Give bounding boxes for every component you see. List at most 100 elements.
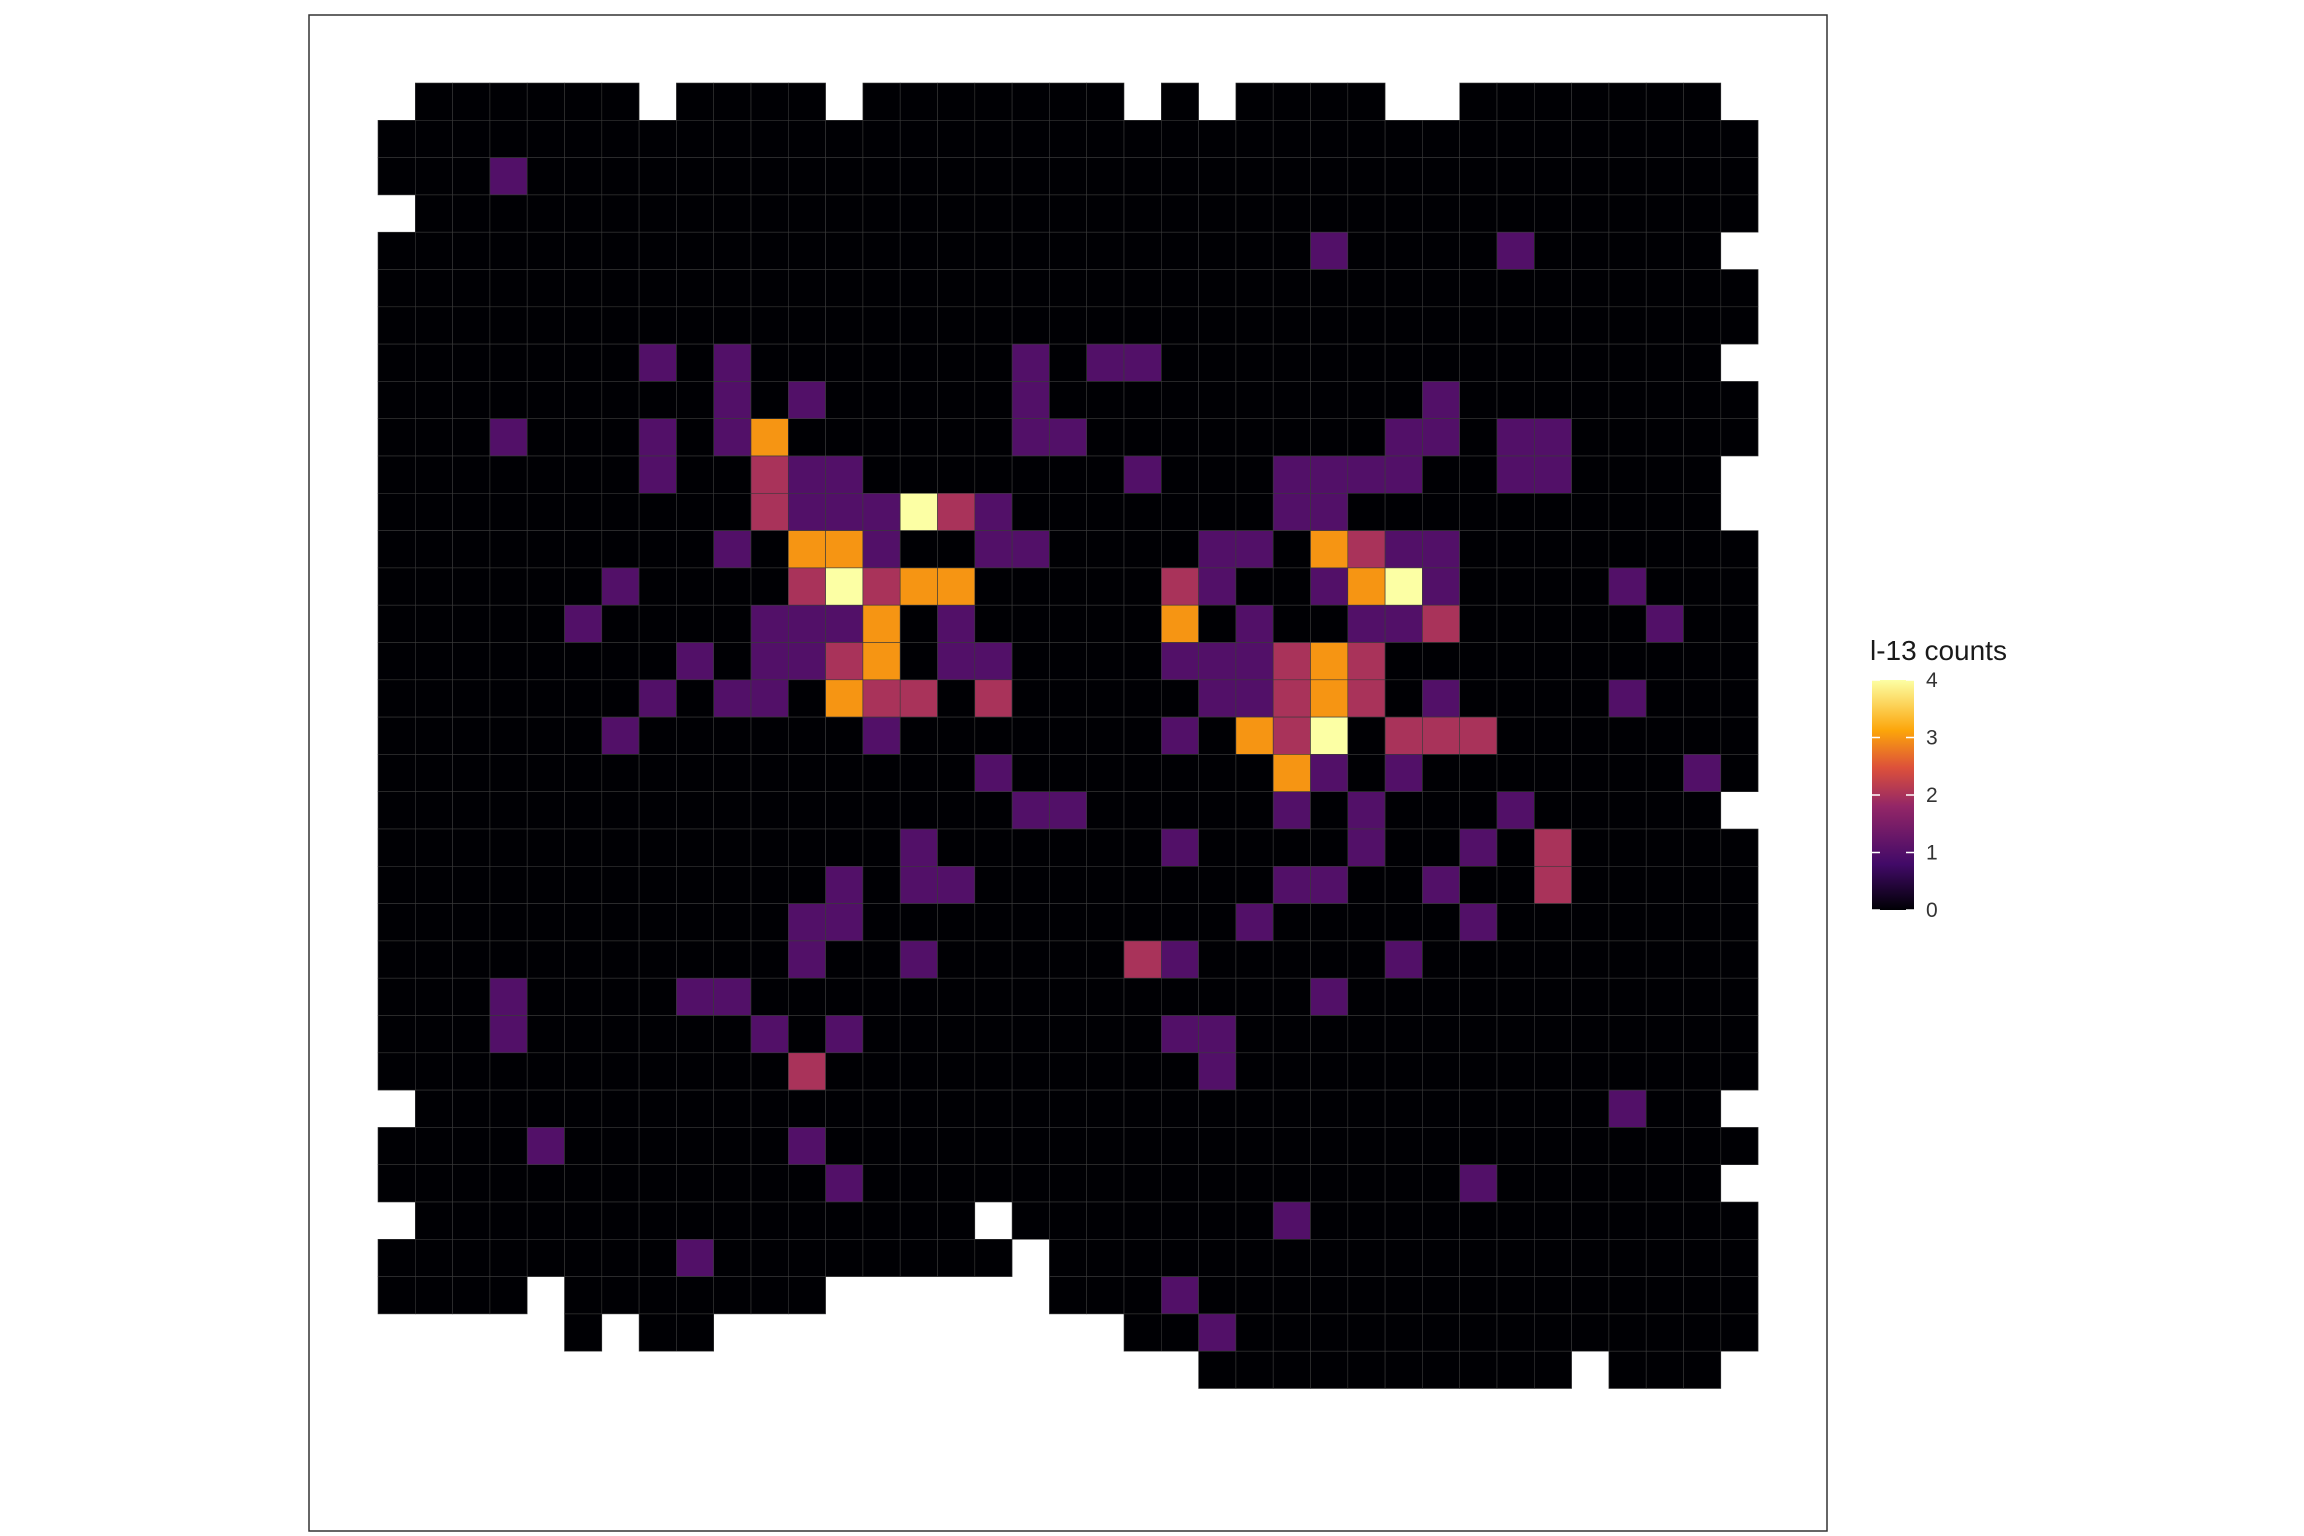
heatmap-cell (1086, 381, 1125, 419)
heatmap-cell (750, 1164, 789, 1203)
heatmap-cell (1571, 231, 1610, 270)
heatmap-cell (862, 754, 901, 793)
heatmap-cell (1534, 120, 1572, 158)
heatmap-cell (937, 865, 976, 904)
heatmap-cell (1272, 567, 1311, 606)
heatmap-cell (1720, 828, 1759, 867)
heatmap-cell (676, 1052, 715, 1091)
heatmap-cell (937, 418, 976, 457)
legend: l-13 counts 0 1 2 3 4 (1870, 635, 2007, 922)
heatmap-cell (1534, 343, 1572, 382)
heatmap-cell (750, 82, 789, 121)
heatmap-cell (1422, 492, 1461, 531)
heatmap-cell (937, 455, 976, 494)
heatmap-cell (825, 1164, 864, 1203)
heatmap-cell (414, 194, 453, 233)
heatmap-cell (1011, 530, 1050, 569)
heatmap-cell (1347, 82, 1386, 121)
heatmap-cell (1720, 381, 1759, 419)
heatmap-cell (1049, 903, 1088, 942)
heatmap-cell (1608, 865, 1647, 904)
heatmap-cell (377, 120, 416, 158)
heatmap-cell (489, 231, 528, 270)
heatmap-cell (825, 120, 864, 158)
heatmap-cell (452, 940, 491, 979)
heatmap-cell (1011, 1201, 1050, 1240)
heatmap-cell (452, 492, 491, 531)
heatmap-cell (564, 269, 603, 308)
heatmap-cell (862, 381, 901, 419)
heatmap-cell (974, 679, 1013, 718)
heatmap-cell (601, 791, 640, 830)
heatmap-cell (1608, 940, 1647, 979)
heatmap-cell (1272, 791, 1311, 830)
heatmap-cell (974, 604, 1013, 643)
heatmap-cell (1683, 82, 1722, 121)
heatmap-cell (1123, 418, 1162, 457)
heatmap-cell (899, 418, 938, 457)
heatmap-cell (452, 977, 491, 1016)
heatmap-cell (1496, 1015, 1535, 1054)
heatmap-cell (1608, 1239, 1647, 1277)
heatmap-cell (1347, 194, 1386, 233)
heatmap-cell (787, 1052, 826, 1091)
heatmap-cell (1571, 977, 1610, 1016)
heatmap-cell (1459, 381, 1498, 419)
heatmap-cell (1384, 1350, 1423, 1389)
heatmap-cell (1235, 1276, 1274, 1315)
heatmap-cell (1235, 1052, 1274, 1091)
heatmap-cell (1683, 1313, 1722, 1352)
heatmap-cell (1645, 865, 1684, 904)
heatmap-cell (638, 1239, 677, 1277)
heatmap-cell (489, 1276, 528, 1315)
heatmap-cell (1720, 716, 1759, 755)
heatmap-cell (1683, 716, 1722, 755)
heatmap-cell (1086, 455, 1125, 494)
heatmap-cell (1645, 492, 1684, 531)
heatmap-cell (1459, 455, 1498, 494)
heatmap-cell (1198, 1127, 1237, 1166)
heatmap-cell (452, 455, 491, 494)
heatmap-cell (1123, 306, 1162, 345)
heatmap-cell (452, 157, 491, 196)
heatmap-cell (1198, 940, 1237, 979)
heatmap-cell (1384, 1313, 1423, 1352)
heatmap-cell (601, 679, 640, 718)
heatmap-cell (1534, 567, 1572, 606)
heatmap-cell (1608, 1350, 1647, 1389)
heatmap-cell (1198, 865, 1237, 904)
heatmap-cell (974, 903, 1013, 942)
heatmap-cell (1459, 1276, 1498, 1315)
heatmap-cell (564, 567, 603, 606)
heatmap-cell (1683, 604, 1722, 643)
heatmap-cell (750, 492, 789, 531)
heatmap-cell (1198, 1239, 1237, 1277)
heatmap-cell (1235, 679, 1274, 718)
heatmap-cell (489, 604, 528, 643)
heatmap-cell (937, 120, 976, 158)
heatmap-cell (1422, 903, 1461, 942)
heatmap-cell (1272, 343, 1311, 382)
heatmap-cell (1198, 269, 1237, 308)
heatmap-cell (638, 343, 677, 382)
heatmap-cell (1049, 343, 1088, 382)
heatmap-cell (676, 157, 715, 196)
heatmap-cell (787, 828, 826, 867)
heatmap-cell (638, 269, 677, 308)
heatmap-cell (1123, 828, 1162, 867)
heatmap-cell (1496, 82, 1535, 121)
heatmap-cell (899, 381, 938, 419)
heatmap-cell (638, 940, 677, 979)
heatmap-cell (1198, 492, 1237, 531)
heatmap-cell (1608, 306, 1647, 345)
heatmap-cell (1683, 418, 1722, 457)
heatmap-cell (526, 381, 565, 419)
heatmap-cell (1049, 306, 1088, 345)
heatmap-cell (1459, 716, 1498, 755)
heatmap-cell (377, 455, 416, 494)
heatmap-cell (1496, 530, 1535, 569)
heatmap-cell (1496, 1089, 1535, 1128)
heatmap-cell (1683, 530, 1722, 569)
heatmap-cell (1683, 1089, 1722, 1128)
heatmap-cell (1459, 306, 1498, 345)
